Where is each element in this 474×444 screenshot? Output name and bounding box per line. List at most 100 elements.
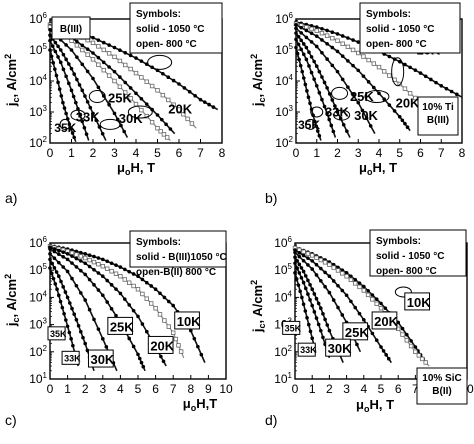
- data-point-solid: [128, 86, 133, 90]
- curve-ellipse: [394, 286, 412, 298]
- temperature-label: 25K: [350, 89, 374, 104]
- data-point-solid: [48, 257, 52, 262]
- data-point-open: [117, 84, 123, 89]
- data-point-solid: [53, 49, 58, 54]
- data-point-solid: [114, 287, 118, 291]
- y-tick-label: 102: [274, 344, 292, 359]
- data-point-open: [69, 250, 75, 256]
- data-point-open: [309, 253, 315, 258]
- x-tick-label: 0: [293, 146, 300, 160]
- data-point-open: [166, 324, 171, 329]
- data-point-solid: [444, 86, 449, 91]
- data-point-solid: [48, 27, 52, 32]
- data-point-open: [161, 132, 167, 137]
- data-point-solid: [296, 283, 301, 287]
- legend-line: open- 800 °C: [366, 39, 427, 50]
- data-point-open: [361, 288, 366, 293]
- data-point-open: [361, 54, 366, 59]
- data-point-solid: [162, 295, 167, 300]
- data-point-solid: [294, 277, 299, 281]
- data-point-solid: [325, 57, 329, 61]
- data-point-open: [87, 257, 92, 263]
- data-point-open: [397, 81, 402, 87]
- data-point-solid: [171, 78, 176, 83]
- data-point-solid: [314, 84, 319, 88]
- data-point-solid: [75, 39, 79, 44]
- data-point-solid: [298, 289, 302, 294]
- x-tick-label: 9: [205, 382, 212, 396]
- data-point-solid: [74, 249, 79, 254]
- data-point-solid: [319, 328, 323, 333]
- data-point-solid: [312, 292, 317, 296]
- data-point-solid: [87, 264, 92, 269]
- data-point-solid: [92, 254, 96, 259]
- data-point-solid: [50, 261, 54, 266]
- data-point-solid: [72, 135, 76, 140]
- data-point-solid: [403, 121, 407, 126]
- data-point-solid: [341, 122, 346, 127]
- temperature-label-box: [174, 311, 200, 330]
- data-point-solid: [57, 248, 61, 253]
- data-point-solid: [131, 308, 136, 313]
- data-point-open: [109, 269, 114, 274]
- data-point-open: [101, 67, 106, 73]
- curve-ellipse: [391, 57, 405, 87]
- x-tick-label: 0: [47, 382, 54, 396]
- data-point-solid: [74, 256, 79, 261]
- data-point-open: [133, 70, 139, 76]
- data-point-solid: [455, 92, 459, 97]
- data-point-open: [106, 73, 112, 78]
- x-tick-label: 2: [90, 146, 97, 160]
- data-point-solid: [309, 55, 314, 59]
- data-point-open: [96, 44, 101, 49]
- data-point-solid: [59, 94, 64, 98]
- data-point-solid: [379, 301, 383, 306]
- y-tick-label: 106: [275, 11, 293, 26]
- temperature-label: 25K: [345, 325, 369, 340]
- data-point-solid: [340, 77, 345, 82]
- data-point-solid: [295, 51, 300, 56]
- temperature-label-box: [282, 320, 301, 335]
- data-point-solid: [413, 345, 418, 349]
- data-point-open: [357, 284, 362, 290]
- data-point-solid: [325, 86, 329, 90]
- y-tick-label: 102: [29, 344, 47, 359]
- data-point-solid: [372, 85, 376, 90]
- data-point-solid: [80, 43, 85, 48]
- data-point-solid: [81, 335, 85, 340]
- temperature-label: 10K: [407, 295, 431, 310]
- data-point-solid: [82, 125, 87, 130]
- data-point-solid: [314, 25, 319, 29]
- data-point-solid: [338, 116, 343, 121]
- data-point-solid: [150, 107, 154, 112]
- data-point-solid: [349, 274, 353, 279]
- data-point-solid: [327, 117, 332, 122]
- data-point-open: [178, 349, 184, 354]
- x-tick-label: 3: [355, 146, 362, 160]
- curve-ellipse: [364, 90, 390, 103]
- data-point-open: [327, 262, 332, 267]
- data-point-solid: [71, 343, 75, 348]
- data-point-solid: [316, 301, 321, 306]
- data-point-solid: [72, 312, 76, 317]
- data-point-solid: [144, 102, 149, 106]
- data-point-open: [387, 73, 392, 78]
- data-point-open: [135, 287, 141, 292]
- data-point-solid: [52, 247, 57, 251]
- data-point-open: [189, 121, 195, 126]
- data-point-solid: [79, 291, 83, 295]
- data-point-solid: [303, 274, 308, 278]
- data-point-solid: [384, 353, 388, 357]
- data-point-open: [314, 28, 319, 33]
- data-point-solid: [56, 44, 60, 49]
- data-point-open: [133, 101, 139, 107]
- temperature-label: 20K: [168, 102, 192, 117]
- data-point-open: [144, 79, 149, 84]
- data-point-solid: [295, 258, 299, 263]
- temperature-label: 10K: [177, 314, 201, 329]
- data-point-solid: [331, 129, 336, 134]
- data-point-solid: [80, 119, 85, 124]
- temperature-label-box: [87, 349, 114, 368]
- y-tick-label: 102: [275, 135, 293, 150]
- data-point-solid: [139, 59, 144, 63]
